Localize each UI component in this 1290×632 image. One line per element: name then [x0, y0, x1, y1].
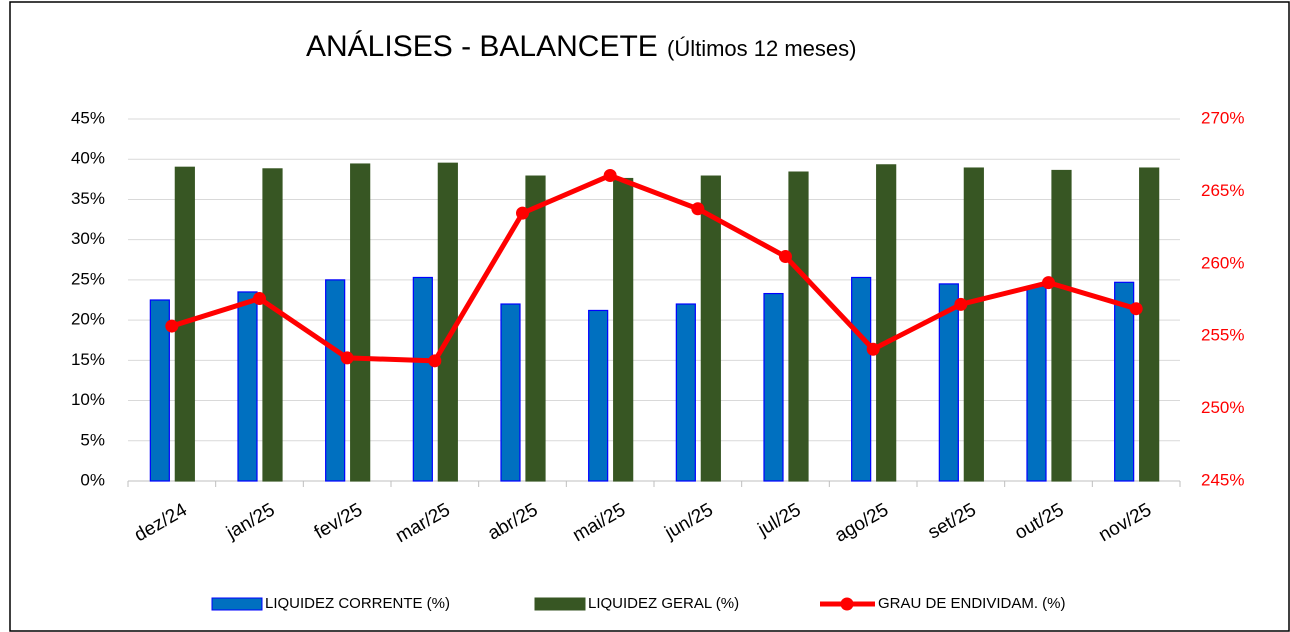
line-marker [779, 250, 792, 264]
y-tick-label: 30% [71, 229, 105, 248]
bar [149, 299, 170, 482]
line-marker [866, 342, 880, 356]
bar [700, 175, 721, 482]
y-tick-label: 20% [71, 310, 105, 329]
bar [588, 309, 609, 482]
line-marker [340, 351, 354, 365]
chart-border [9, 1, 1290, 632]
bar [613, 177, 634, 482]
bar [851, 276, 872, 482]
y2-tick-label: 255% [1201, 326, 1244, 345]
y-tick-label: 45% [71, 108, 105, 127]
bar [1139, 167, 1160, 482]
legend-label: LIQUIDEZ CORRENTE (%) [265, 595, 450, 612]
y2-tick-label: 245% [1201, 470, 1244, 489]
bar [262, 168, 283, 482]
line-marker [1042, 276, 1055, 290]
bar [938, 283, 959, 482]
line-marker [954, 297, 968, 311]
line-marker [691, 202, 705, 216]
y2-tick-label: 265% [1201, 181, 1244, 200]
bar [788, 171, 809, 482]
bar [1051, 169, 1072, 482]
line-marker [603, 168, 617, 182]
legend-swatch [534, 597, 586, 611]
y2-tick-label: 250% [1201, 398, 1244, 417]
line-marker [428, 354, 442, 368]
bar [500, 303, 521, 482]
bar [963, 167, 984, 482]
legend-marker [840, 597, 854, 611]
bar [237, 291, 258, 482]
bar [1026, 285, 1047, 482]
y-tick-label: 40% [71, 149, 105, 168]
y-tick-label: 35% [71, 189, 105, 208]
bar [1114, 281, 1135, 482]
bar [412, 276, 433, 482]
y-tick-label: 0% [80, 470, 105, 489]
bar [763, 292, 784, 482]
y2-tick-label: 260% [1201, 253, 1244, 272]
line-marker [253, 292, 266, 306]
y2-tick-label: 270% [1201, 108, 1244, 127]
chart-subtitle: (Últimos 12 meses) [667, 36, 856, 61]
y-tick-label: 10% [71, 390, 105, 409]
chart-title: ANÁLISES - BALANCETE [306, 30, 658, 63]
bar [876, 164, 897, 482]
bar [675, 303, 696, 482]
legend-label: LIQUIDEZ GERAL (%) [588, 595, 739, 612]
bar [525, 175, 546, 482]
line-series [171, 172, 1137, 364]
line-marker [1129, 302, 1143, 316]
y-tick-label: 5% [80, 430, 105, 449]
line-marker [165, 319, 179, 333]
line-marker [516, 206, 529, 220]
y-tick-label: 25% [71, 269, 105, 288]
bar [350, 163, 371, 482]
bar [437, 162, 458, 482]
y-tick-label: 15% [71, 350, 105, 369]
legend-swatch [211, 597, 263, 611]
legend-label: GRAU DE ENDIVIDAM. (%) [878, 595, 1066, 612]
bar [325, 279, 346, 482]
